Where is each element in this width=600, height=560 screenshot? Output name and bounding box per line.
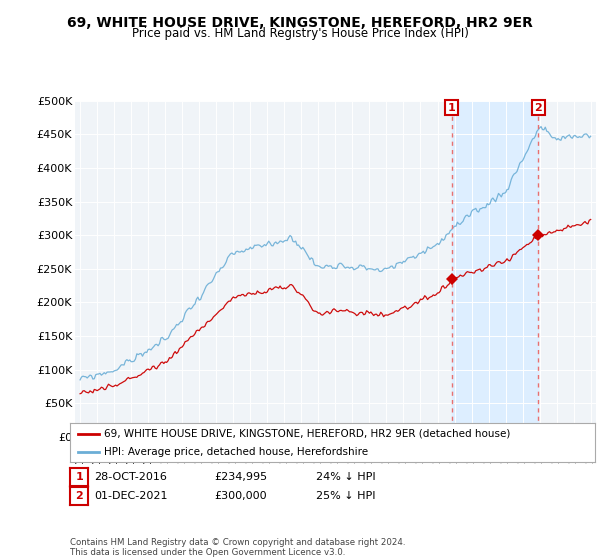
Text: 69, WHITE HOUSE DRIVE, KINGSTONE, HEREFORD, HR2 9ER: 69, WHITE HOUSE DRIVE, KINGSTONE, HEREFO… [67, 16, 533, 30]
Text: Price paid vs. HM Land Registry's House Price Index (HPI): Price paid vs. HM Land Registry's House … [131, 27, 469, 40]
Text: HPI: Average price, detached house, Herefordshire: HPI: Average price, detached house, Here… [104, 447, 368, 457]
Text: 1: 1 [448, 102, 455, 113]
Text: 01-DEC-2021: 01-DEC-2021 [94, 491, 168, 501]
Text: 2: 2 [76, 491, 83, 501]
Text: 69, WHITE HOUSE DRIVE, KINGSTONE, HEREFORD, HR2 9ER (detached house): 69, WHITE HOUSE DRIVE, KINGSTONE, HEREFO… [104, 429, 511, 439]
Text: Contains HM Land Registry data © Crown copyright and database right 2024.
This d: Contains HM Land Registry data © Crown c… [70, 538, 406, 557]
Text: 28-OCT-2016: 28-OCT-2016 [94, 472, 167, 482]
Text: £234,995: £234,995 [214, 472, 268, 482]
Text: 25% ↓ HPI: 25% ↓ HPI [316, 491, 376, 501]
Text: £300,000: £300,000 [214, 491, 267, 501]
Text: 24% ↓ HPI: 24% ↓ HPI [316, 472, 376, 482]
Text: 2: 2 [535, 102, 542, 113]
Bar [452, 101, 538, 437]
Text: 1: 1 [76, 472, 83, 482]
